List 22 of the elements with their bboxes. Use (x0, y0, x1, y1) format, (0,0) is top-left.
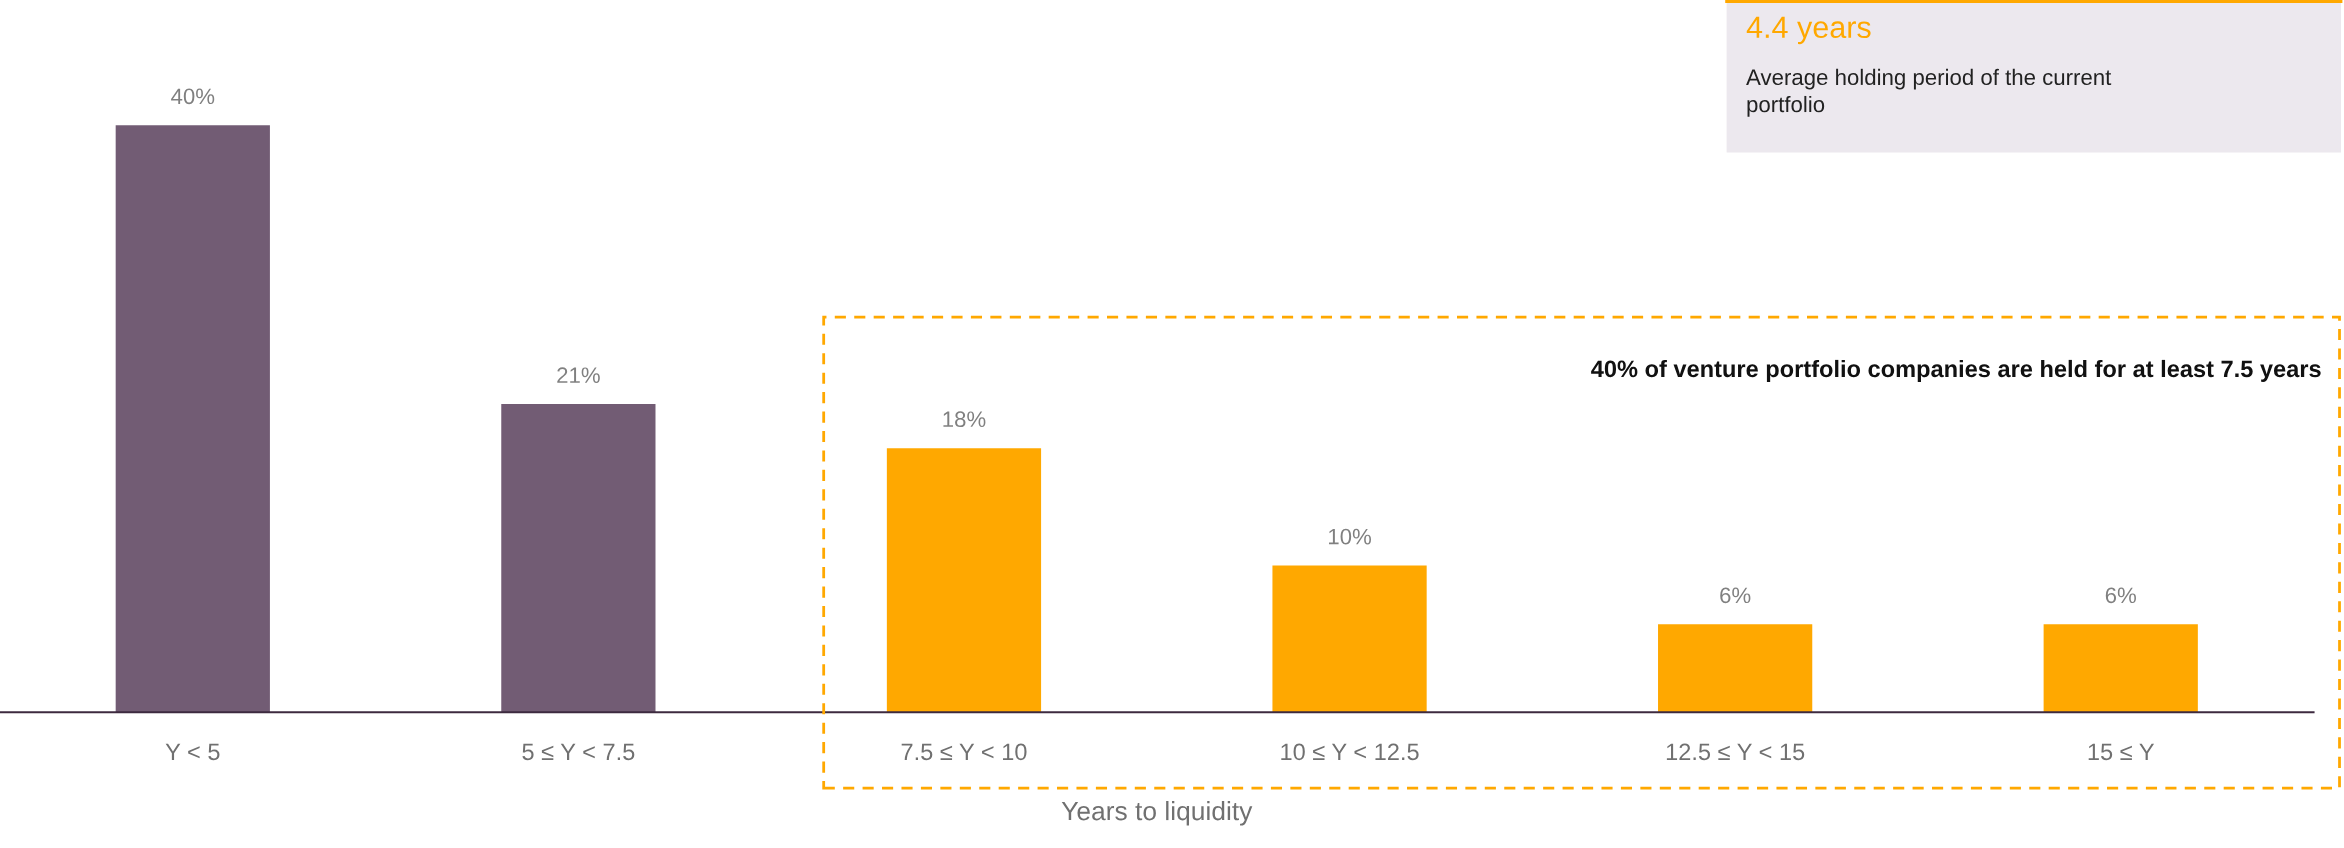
bar (501, 404, 656, 713)
data-label: 6% (1720, 587, 1751, 604)
x-tick-label: 10 ≤ Y < 12.5 (1281, 743, 1419, 761)
data-label: 40% (171, 88, 215, 105)
x-tick-label: 15 ≤ Y (2088, 743, 2155, 761)
data-label: 18% (943, 411, 986, 428)
data-label: 10% (1329, 528, 1372, 545)
x-tick-label: 7.5 ≤ Y < 10 (901, 743, 1027, 761)
text: Average holding period of the current portfolio (1746, 68, 2112, 117)
x-tick-label: 5 ≤ Y < 7.5 (522, 743, 635, 761)
bar (886, 448, 1042, 713)
x-tick-label: 12.5 ≤ Y < 15 (1666, 743, 1805, 761)
data-label: 6% (2105, 587, 2136, 604)
x-axis-title: Years to liquidity (1061, 801, 1253, 826)
x-tick-label: Y < 5 (165, 743, 220, 761)
annotation: 40% of venture portfolio companies are held for at least 7.5 years (1591, 359, 2321, 382)
data-label: 21% (557, 367, 600, 383)
bar (1272, 565, 1427, 713)
bar (1658, 624, 1813, 713)
text: 4.4 years (1746, 16, 1871, 45)
bar (115, 125, 270, 713)
bar (2043, 624, 2198, 713)
